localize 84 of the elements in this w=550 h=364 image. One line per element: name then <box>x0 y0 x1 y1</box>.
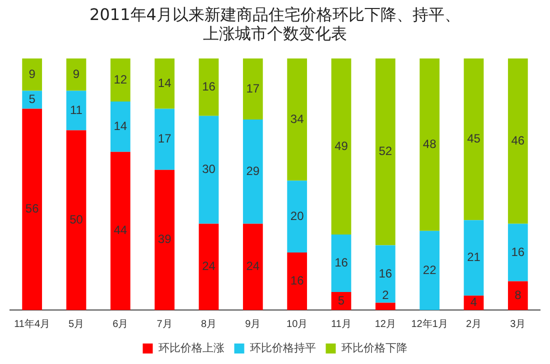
bar <box>110 58 130 102</box>
data-label: 2 <box>382 288 390 302</box>
data-label: 50 <box>70 212 84 226</box>
data-label: 49 <box>334 138 348 153</box>
bar <box>154 108 175 170</box>
data-label: 5 <box>28 92 36 106</box>
legend-label: 环比价格下降 <box>341 341 408 354</box>
data-label: 20 <box>290 208 304 223</box>
x-tick-label: 5月 <box>68 318 84 330</box>
x-tick-label: 6月 <box>112 318 128 330</box>
bar <box>198 224 219 310</box>
chart-title: 2011年4月以来新建商品住宅价格环比下降、持平、上涨城市个数变化表 <box>90 4 460 43</box>
x-tick-label: 12年1月 <box>411 318 448 330</box>
bar <box>331 58 352 235</box>
bar <box>420 230 440 310</box>
bar <box>508 58 528 224</box>
data-label: 16 <box>290 274 304 288</box>
data-label: 17 <box>158 132 172 146</box>
data-label: 16 <box>511 244 525 259</box>
bar <box>287 252 308 310</box>
x-tick-label: 9月 <box>245 318 261 330</box>
data-label: 4 <box>470 295 478 310</box>
data-label: 14 <box>114 119 128 134</box>
x-tick-label: 11月 <box>331 318 352 330</box>
legend-label: 环比价格持平 <box>250 341 316 354</box>
data-label: 34 <box>290 112 304 126</box>
bar <box>22 108 42 310</box>
data-label: 52 <box>378 144 392 158</box>
bar <box>287 180 308 252</box>
data-label: 9 <box>28 66 36 81</box>
bar <box>242 58 263 120</box>
data-label: 48 <box>422 136 437 151</box>
data-label: 39 <box>158 232 172 246</box>
data-label: 24 <box>246 259 260 274</box>
data-label: 9 <box>72 66 80 81</box>
data-label: 56 <box>25 202 40 216</box>
data-label: 16 <box>334 256 348 270</box>
bar <box>66 90 86 130</box>
data-label: 45 <box>467 132 481 146</box>
bar <box>287 58 308 181</box>
bar <box>375 245 396 303</box>
bar <box>242 120 263 224</box>
bar <box>110 102 130 152</box>
x-tick-label: 3月 <box>510 318 526 330</box>
data-label: 30 <box>202 162 216 176</box>
data-label: 5 <box>338 293 345 308</box>
bar <box>198 58 219 116</box>
bar <box>154 58 175 109</box>
data-label: 11 <box>70 102 83 117</box>
bar <box>198 116 219 224</box>
bar <box>242 224 263 310</box>
bar <box>375 302 396 310</box>
data-label: 14 <box>158 76 172 90</box>
data-label: 16 <box>202 79 216 94</box>
data-label: 12 <box>114 72 128 86</box>
bar <box>375 58 396 246</box>
x-tick-label: 11年4月 <box>14 318 50 330</box>
data-label: 29 <box>246 164 260 178</box>
data-label: 44 <box>114 223 128 238</box>
bar <box>508 224 528 282</box>
bar <box>464 58 484 220</box>
legend-label: 环比价格上涨 <box>158 341 224 354</box>
bar <box>110 152 130 310</box>
data-label: 46 <box>511 133 525 148</box>
bar <box>22 58 42 91</box>
data-label: 24 <box>202 259 216 274</box>
data-label: 21 <box>467 250 481 264</box>
data-label: 22 <box>422 262 437 277</box>
x-tick-label: 12月 <box>374 318 396 330</box>
x-tick-label: 7月 <box>156 318 172 330</box>
bar <box>420 58 440 231</box>
x-tick-label: 2月 <box>466 318 482 330</box>
bar <box>331 234 352 292</box>
data-label: 17 <box>246 81 260 96</box>
x-tick-label: 8月 <box>200 318 217 330</box>
bar <box>66 130 86 310</box>
bar <box>464 220 484 296</box>
data-label: 8 <box>514 288 522 302</box>
data-label: 16 <box>378 266 392 280</box>
x-tick-label: 10月 <box>286 318 308 330</box>
bar <box>154 170 175 310</box>
bar <box>22 90 42 109</box>
bar <box>508 281 528 310</box>
bar <box>66 58 86 91</box>
